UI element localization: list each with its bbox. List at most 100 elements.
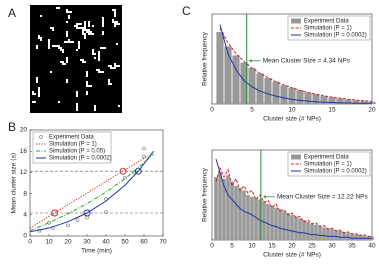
particle bbox=[98, 69, 100, 71]
particle bbox=[102, 23, 104, 25]
particle bbox=[60, 61, 62, 63]
legend-label: Simulation (P = 1) bbox=[304, 162, 352, 168]
particle bbox=[92, 33, 94, 35]
x-tick-label: 70 bbox=[159, 239, 167, 246]
particle bbox=[62, 61, 64, 63]
particle bbox=[66, 57, 68, 59]
bar bbox=[288, 87, 296, 104]
x-tick-label: 5 bbox=[250, 107, 254, 114]
particle bbox=[58, 101, 60, 103]
particle bbox=[34, 93, 36, 95]
particle bbox=[116, 65, 118, 67]
particle bbox=[76, 91, 78, 93]
panel-label: C bbox=[182, 4, 191, 18]
particle bbox=[48, 45, 50, 47]
annotation: Mean Cluster Size = 12.22 NPs bbox=[277, 194, 369, 201]
particle bbox=[112, 21, 114, 23]
bar bbox=[264, 78, 272, 104]
x-tick-label: 0 bbox=[210, 107, 214, 114]
y-tick-label: 8 bbox=[23, 190, 27, 197]
particle bbox=[102, 47, 104, 49]
particle bbox=[76, 103, 78, 105]
particle bbox=[64, 63, 66, 65]
arrow-head bbox=[262, 195, 266, 199]
particle bbox=[114, 63, 116, 65]
particle bbox=[98, 57, 100, 59]
series-line bbox=[219, 28, 373, 102]
particle bbox=[86, 91, 88, 93]
particle bbox=[114, 25, 116, 27]
bar bbox=[296, 90, 304, 104]
particle bbox=[80, 23, 82, 25]
particle bbox=[40, 37, 42, 39]
particle bbox=[82, 33, 84, 35]
legend-label: Simulation (P = 0.0002) bbox=[49, 156, 112, 162]
particle bbox=[84, 33, 86, 35]
bar bbox=[270, 205, 274, 240]
particle bbox=[102, 33, 104, 35]
particle bbox=[98, 59, 100, 61]
particle bbox=[58, 45, 60, 47]
x-tick-label: 20 bbox=[288, 243, 296, 250]
x-tick-label: 50 bbox=[121, 239, 129, 246]
particle bbox=[82, 31, 84, 33]
crossing-marker bbox=[119, 167, 127, 175]
particle bbox=[36, 79, 38, 81]
bar bbox=[230, 181, 234, 240]
particle bbox=[102, 71, 104, 73]
particle bbox=[60, 49, 62, 51]
particle bbox=[80, 59, 82, 61]
particle bbox=[88, 31, 90, 33]
bar bbox=[222, 178, 226, 240]
particle bbox=[82, 61, 84, 63]
particle bbox=[70, 11, 72, 13]
legend-label: Experiment Data bbox=[304, 155, 349, 161]
bar bbox=[254, 197, 258, 240]
particle bbox=[66, 11, 68, 13]
particle bbox=[68, 17, 70, 19]
bar bbox=[290, 214, 294, 240]
legend-label: Simulation (P = 1) bbox=[304, 26, 352, 32]
bar bbox=[246, 195, 250, 240]
bar bbox=[360, 101, 368, 104]
particle bbox=[86, 71, 88, 73]
x-tick-label: 30 bbox=[328, 243, 336, 250]
particle bbox=[58, 47, 60, 49]
particle bbox=[108, 65, 110, 67]
particle bbox=[88, 29, 90, 31]
particle bbox=[110, 83, 112, 85]
particle bbox=[66, 61, 68, 63]
data-point bbox=[142, 154, 146, 159]
particle bbox=[98, 51, 100, 53]
particle bbox=[38, 95, 40, 97]
bar bbox=[242, 190, 246, 240]
particle bbox=[78, 45, 80, 47]
particle bbox=[52, 27, 54, 29]
particle bbox=[80, 27, 82, 29]
particle bbox=[102, 17, 104, 19]
particle bbox=[88, 33, 90, 35]
particle bbox=[108, 81, 110, 83]
bar bbox=[272, 81, 280, 104]
legend-swatch bbox=[39, 135, 43, 139]
bar bbox=[334, 230, 338, 240]
particle bbox=[94, 53, 96, 55]
particle bbox=[82, 29, 84, 31]
particle bbox=[66, 41, 68, 43]
particle bbox=[86, 73, 88, 75]
y-tick-label: 20 bbox=[20, 127, 28, 134]
particle bbox=[112, 67, 114, 69]
particle bbox=[68, 39, 70, 41]
particle bbox=[86, 81, 88, 83]
legend-swatch bbox=[291, 154, 301, 160]
x-tick-label: 10 bbox=[248, 243, 256, 250]
particle bbox=[68, 41, 70, 43]
particle bbox=[92, 51, 94, 53]
particle bbox=[98, 53, 100, 55]
particle bbox=[54, 45, 56, 47]
y-tick-label: 4 bbox=[23, 212, 27, 219]
crossing-marker bbox=[83, 209, 91, 217]
particle bbox=[78, 47, 80, 49]
particle bbox=[76, 107, 78, 109]
particle bbox=[102, 21, 104, 23]
